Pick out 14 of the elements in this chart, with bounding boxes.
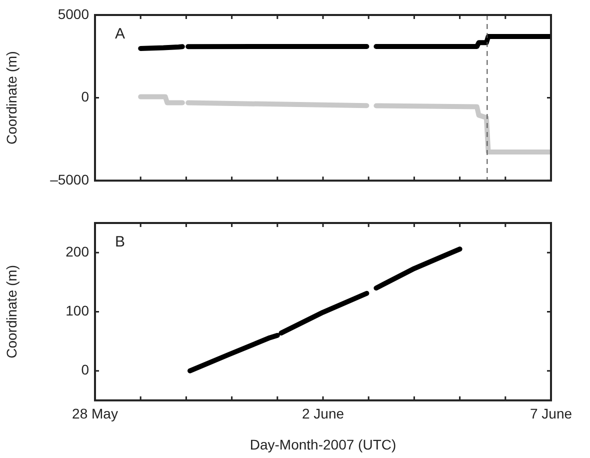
x-tick-label: 2 June — [302, 406, 344, 422]
annotation: B — [115, 234, 126, 251]
y-tick-label: 200 — [66, 243, 90, 260]
x-tick-label: 7 June — [530, 406, 572, 422]
x-axis-title: Day-Month-2007 (UTC) — [250, 436, 396, 452]
annotation: A — [115, 26, 126, 43]
y-tick-label: –5000 — [50, 171, 90, 188]
y-axis-title: Coordinate (m) — [3, 51, 20, 144]
y-tick-label: 100 — [66, 302, 90, 319]
x-tick-label: 28 May — [72, 406, 118, 422]
y-tick-label: 0 — [81, 88, 90, 105]
y-tick-label: 5000 — [58, 6, 90, 22]
y-tick-label: 0 — [81, 362, 90, 378]
y-axis-title: Coordinate (m) — [3, 265, 20, 358]
